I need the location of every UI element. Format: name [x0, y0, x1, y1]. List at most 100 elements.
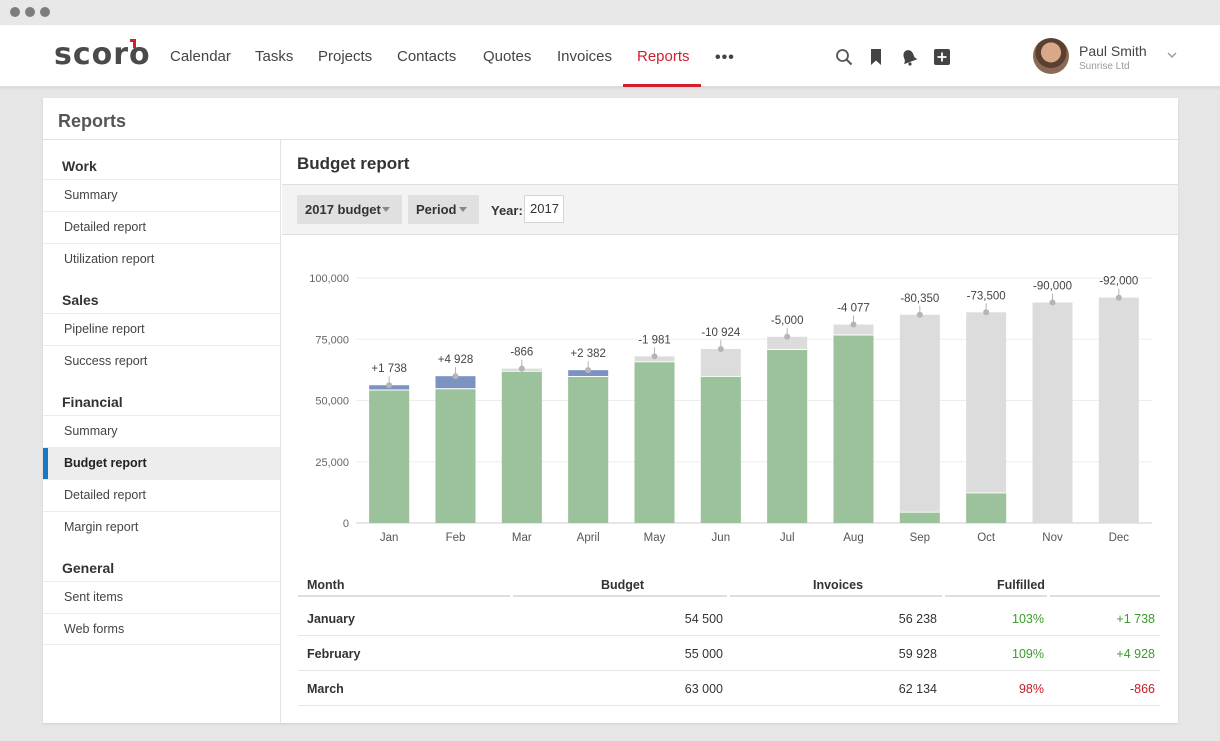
sidebar-group-sales: Sales	[62, 292, 99, 308]
user-name[interactable]: Paul Smith	[1079, 43, 1147, 59]
cell-difference: +1 738	[1116, 612, 1155, 626]
period-dropdown-label: Period	[416, 202, 457, 217]
sidebar-item-sent-items[interactable]: Sent items	[43, 581, 280, 613]
x-tick-label: Oct	[977, 532, 996, 544]
cell-fulfilled: 103%	[1012, 612, 1044, 626]
period-dropdown[interactable]: Period	[408, 195, 479, 224]
reports-sidebar: Work Summary Detailed report Utilization…	[43, 140, 281, 723]
y-tick-label: 100,000	[309, 273, 349, 285]
sidebar-item-web-forms[interactable]: Web forms	[43, 613, 280, 645]
chevron-down-icon[interactable]	[1166, 50, 1178, 60]
data-label: +1 738	[371, 363, 407, 375]
year-input[interactable]: 2017	[524, 195, 564, 223]
avatar[interactable]	[1033, 38, 1069, 74]
cell-difference: -866	[1129, 682, 1155, 696]
nav-reports[interactable]: Reports	[637, 48, 690, 65]
scoro-logo[interactable]: scoro	[54, 37, 151, 72]
fulfilled-bar	[435, 388, 476, 523]
cell-month: February	[307, 647, 361, 661]
active-nav-underline	[623, 84, 701, 87]
report-title: Budget report	[297, 154, 410, 173]
budget-chart: 0 25,000 50,000 75,000 100,000 +1 738 Jan +4 92…	[309, 273, 1152, 544]
sidebar-item-budget-report[interactable]: Budget report	[43, 447, 280, 480]
sidebar-item-financial-summary[interactable]: Summary	[43, 415, 280, 447]
marker-dot	[850, 321, 857, 328]
sidebar-item-pipeline-report[interactable]: Pipeline report	[43, 313, 280, 345]
marker-dot	[983, 309, 990, 316]
marker-dot	[452, 373, 459, 380]
fulfilled-bar	[700, 375, 741, 523]
user-company: Sunrise Ltd	[1079, 61, 1130, 72]
marker-dot	[386, 382, 393, 389]
y-tick-label: 25,000	[315, 457, 349, 469]
report-main: Budget report 2017 budget Period Year: 2…	[282, 140, 1178, 723]
x-tick-label: Nov	[1042, 532, 1063, 544]
caret-down-icon	[382, 207, 390, 212]
sidebar-item-margin-report[interactable]: Margin report	[43, 511, 280, 543]
sidebar-group-general: General	[62, 560, 115, 576]
marker-dot	[784, 333, 791, 340]
reports-card: Reports Work Summary Detailed report Uti…	[43, 98, 1178, 723]
more-menu-icon[interactable]: •••	[715, 49, 735, 66]
over-budget-bar	[435, 376, 476, 389]
add-icon[interactable]	[933, 48, 951, 66]
x-tick-label: Jan	[380, 532, 399, 544]
nav-invoices[interactable]: Invoices	[557, 48, 613, 65]
bookmark-icon[interactable]	[867, 48, 885, 66]
page-title: Reports	[58, 111, 127, 131]
search-icon[interactable]	[835, 48, 853, 66]
logo-accent-mark	[130, 39, 136, 48]
data-label: +2 382	[570, 348, 606, 360]
sidebar-item-work-summary[interactable]: Summary	[43, 179, 280, 211]
x-tick-label: Feb	[446, 532, 466, 544]
column-header-month[interactable]: Month	[307, 578, 345, 592]
header-rule	[513, 595, 727, 597]
caret-down-icon	[459, 207, 467, 212]
sidebar-item-success-report[interactable]: Success report	[43, 345, 280, 377]
budget-dropdown-label: 2017 budget	[305, 202, 381, 217]
y-tick-label: 50,000	[315, 396, 349, 408]
column-header-invoices[interactable]: Invoices	[813, 578, 864, 592]
year-label: Year:	[491, 203, 523, 218]
marker-dot	[1049, 299, 1056, 306]
sidebar-item-financial-detailed-report[interactable]: Detailed report	[43, 479, 280, 511]
x-tick-label: Jun	[712, 532, 731, 544]
nav-contacts[interactable]: Contacts	[397, 48, 457, 65]
x-tick-label: Sep	[910, 532, 930, 544]
data-label: -80,350	[900, 293, 939, 305]
x-tick-label: Dec	[1109, 532, 1130, 544]
nav-tasks[interactable]: Tasks	[255, 48, 294, 65]
budget-dropdown[interactable]: 2017 budget	[297, 195, 402, 224]
data-label: -866	[510, 347, 533, 359]
cell-month: January	[307, 612, 355, 626]
nav-projects[interactable]: Projects	[318, 48, 373, 65]
nav-calendar[interactable]: Calendar	[170, 48, 231, 65]
data-label: +4 928	[438, 354, 474, 366]
window-close-dot[interactable]	[10, 7, 20, 17]
row-divider	[298, 705, 1160, 706]
column-header-budget[interactable]: Budget	[601, 578, 645, 592]
x-tick-label: Jul	[780, 532, 795, 544]
y-tick-label: 75,000	[315, 334, 349, 346]
data-label: -73,500	[967, 290, 1006, 302]
sidebar-item-work-detailed-report[interactable]: Detailed report	[43, 211, 280, 243]
marker-dot	[518, 365, 525, 372]
window-minimize-dot[interactable]	[25, 7, 35, 17]
marker-dot	[1115, 294, 1122, 301]
window-maximize-dot[interactable]	[40, 7, 50, 17]
x-tick-label: May	[644, 532, 666, 544]
cell-fulfilled: 109%	[1012, 647, 1044, 661]
column-header-fulfilled[interactable]: Fulfilled	[997, 578, 1045, 592]
x-tick-label: Aug	[843, 532, 863, 544]
data-label: -4 077	[837, 303, 870, 315]
sidebar-item-utilization-report[interactable]: Utilization report	[43, 243, 280, 275]
marker-dot	[916, 311, 923, 318]
bell-icon[interactable]	[900, 48, 918, 66]
nav-quotes[interactable]: Quotes	[483, 48, 532, 65]
window-chrome	[0, 0, 1220, 25]
header-rule	[945, 595, 1047, 597]
x-tick-label: April	[577, 532, 600, 544]
fulfilled-bar	[767, 349, 808, 523]
report-toolbar: 2017 budget Period Year: 2017	[282, 184, 1178, 235]
card-divider	[43, 139, 1178, 140]
